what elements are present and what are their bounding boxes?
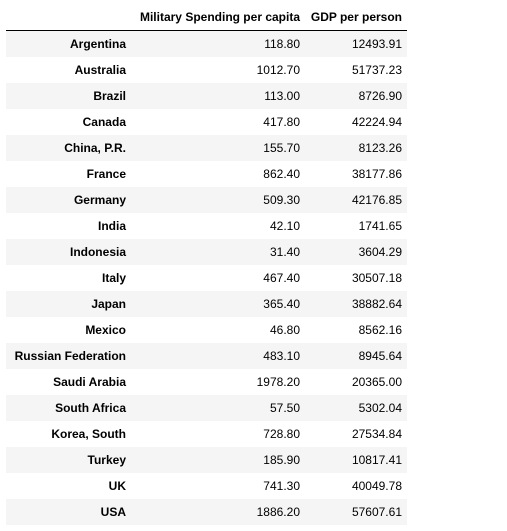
row-index-label: Korea, South xyxy=(51,427,126,441)
cell-gdp-per-person: 38177.86 xyxy=(351,167,402,181)
cell-gdp-per-person: 30507.18 xyxy=(351,271,402,285)
table-row: Indonesia 31.40 3604.29 xyxy=(6,239,407,265)
column-header-military-spending: Military Spending per capita xyxy=(131,4,305,31)
cell-military-spending: 118.80 xyxy=(264,37,300,51)
cell-military-spending: 467.40 xyxy=(263,271,300,285)
cell-gdp-per-person: 8945.64 xyxy=(358,349,402,363)
table-body: Argentina 118.80 12493.91 Australia 1012.70 5… xyxy=(6,30,407,525)
cell-military-spending: 31.40 xyxy=(269,245,300,259)
table-row: Turkey 185.90 10817.41 xyxy=(6,447,407,473)
index-header xyxy=(6,4,131,31)
table-row: Saudi Arabia 1978.20 20365.00 xyxy=(6,369,407,395)
dataframe-output: Military Spending per capita GDP per per… xyxy=(6,4,407,525)
header-row: Military Spending per capita GDP per per… xyxy=(6,4,407,31)
table-row: Canada 417.80 42224.94 xyxy=(6,109,407,135)
table-header: Military Spending per capita GDP per per… xyxy=(6,4,407,31)
cell-military-spending: 417.80 xyxy=(263,115,300,129)
table-row: Australia 1012.70 51737.23 xyxy=(6,57,407,83)
table-row: China, P.R. 155.70 8123.26 xyxy=(6,135,407,161)
cell-gdp-per-person: 10817.41 xyxy=(351,453,402,467)
cell-military-spending: 862.40 xyxy=(263,167,300,181)
row-index-label: Germany xyxy=(73,193,126,207)
row-index-label: Mexico xyxy=(85,323,126,337)
row-index-label: UK xyxy=(108,479,126,493)
table-row: Russian Federation 483.10 8945.64 xyxy=(6,343,407,369)
cell-gdp-per-person: 1741.65 xyxy=(358,219,402,233)
table-row: France 862.40 38177.86 xyxy=(6,161,407,187)
cell-military-spending: 155.70 xyxy=(263,141,300,155)
cell-military-spending: 741.30 xyxy=(263,479,300,493)
row-index-label: India xyxy=(97,219,126,233)
cell-gdp-per-person: 3604.29 xyxy=(358,245,402,259)
cell-military-spending: 185.90 xyxy=(263,453,300,467)
cell-military-spending: 1886.20 xyxy=(256,505,300,519)
cell-gdp-per-person: 27534.84 xyxy=(351,427,402,441)
cell-military-spending: 57.50 xyxy=(269,401,300,415)
cell-gdp-per-person: 38882.64 xyxy=(351,297,402,311)
table-row: UK 741.30 40049.78 xyxy=(6,473,407,499)
row-index-label: Turkey xyxy=(87,453,126,467)
cell-gdp-per-person: 57607.61 xyxy=(351,505,402,519)
table-row: Germany 509.30 42176.85 xyxy=(6,187,407,213)
cell-gdp-per-person: 20365.00 xyxy=(351,375,402,389)
row-index-label: Australia xyxy=(74,63,126,77)
dataframe-table: Military Spending per capita GDP per per… xyxy=(6,4,407,525)
table-row: USA 1886.20 57607.61 xyxy=(6,499,407,525)
cell-gdp-per-person: 8123.26 xyxy=(358,141,402,155)
row-index-label: Indonesia xyxy=(69,245,126,259)
cell-gdp-per-person: 42224.94 xyxy=(351,115,402,129)
cell-gdp-per-person: 8562.16 xyxy=(358,323,402,337)
cell-military-spending: 365.40 xyxy=(263,297,300,311)
table-row: Brazil 113.00 8726.90 xyxy=(6,83,407,109)
cell-gdp-per-person: 5302.04 xyxy=(358,401,402,415)
table-row: India 42.10 1741.65 xyxy=(6,213,407,239)
cell-military-spending: 1012.70 xyxy=(256,63,300,77)
table-row: Mexico 46.80 8562.16 xyxy=(6,317,407,343)
cell-military-spending: 46.80 xyxy=(269,323,300,337)
row-index-label: USA xyxy=(100,505,126,519)
cell-military-spending: 113.00 xyxy=(264,89,300,103)
cell-gdp-per-person: 42176.85 xyxy=(351,193,402,207)
table-row: South Africa 57.50 5302.04 xyxy=(6,395,407,421)
cell-gdp-per-person: 40049.78 xyxy=(351,479,402,493)
cell-military-spending: 1978.20 xyxy=(256,375,300,389)
cell-gdp-per-person: 12493.91 xyxy=(351,37,402,51)
table-row: Japan 365.40 38882.64 xyxy=(6,291,407,317)
table-row: Korea, South 728.80 27534.84 xyxy=(6,421,407,447)
row-index-label: Saudi Arabia xyxy=(53,375,126,389)
row-index-label: Brazil xyxy=(93,89,126,103)
row-index-label: France xyxy=(86,167,126,181)
row-index-label: China, P.R. xyxy=(64,141,126,155)
row-index-label: Italy xyxy=(101,271,126,285)
row-index-label: Canada xyxy=(82,115,126,129)
row-index-label: South Africa xyxy=(55,401,126,415)
cell-military-spending: 509.30 xyxy=(263,193,300,207)
table-row: Italy 467.40 30507.18 xyxy=(6,265,407,291)
table-row: Argentina 118.80 12493.91 xyxy=(6,30,407,57)
cell-military-spending: 483.10 xyxy=(263,349,300,363)
column-header-gdp-per-person: GDP per person xyxy=(305,4,407,31)
cell-gdp-per-person: 8726.90 xyxy=(358,89,402,103)
cell-gdp-per-person: 51737.23 xyxy=(351,63,402,77)
row-index-label: Argentina xyxy=(69,37,126,51)
cell-military-spending: 42.10 xyxy=(269,219,300,233)
row-index-label: Japan xyxy=(91,297,126,311)
row-index-label: Russian Federation xyxy=(14,349,126,363)
cell-military-spending: 728.80 xyxy=(263,427,300,441)
